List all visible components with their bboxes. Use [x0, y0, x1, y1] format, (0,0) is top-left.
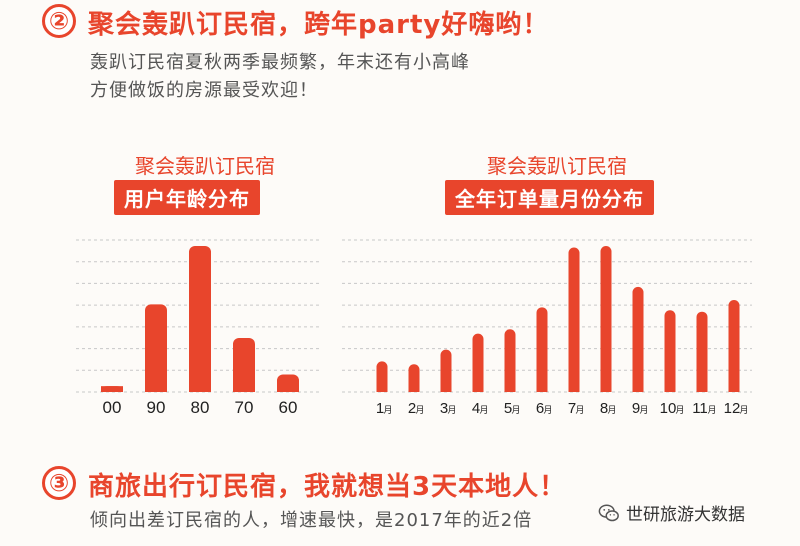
- bar: [728, 300, 740, 392]
- section-number-badge: ②: [42, 4, 76, 38]
- bar-base: [664, 386, 676, 392]
- bar-base: [472, 386, 484, 392]
- bar: [664, 310, 676, 392]
- bar-base: [536, 386, 548, 392]
- tick-label: 10: [660, 400, 677, 417]
- bar-base: [376, 386, 388, 392]
- bar: [600, 246, 612, 392]
- tick-unit-label: 月: [383, 405, 392, 416]
- bar-base: [145, 386, 167, 392]
- tick-unit-label: 月: [543, 405, 552, 416]
- bar-base: [189, 386, 211, 392]
- bar: [376, 361, 388, 392]
- bar-base: [277, 386, 299, 392]
- bar: [568, 247, 580, 392]
- section-description: 轰趴订民宿夏秋两季最频繁，年末还有小高峰: [90, 52, 470, 73]
- bar-base: [440, 386, 452, 392]
- section-title: 聚会轰趴订民宿，跨年party好嗨哟！: [88, 10, 550, 40]
- tick-unit-label: 月: [447, 405, 456, 416]
- tick-label: 2: [408, 400, 416, 417]
- chart-subtitle: 聚会轰趴订民宿: [487, 154, 627, 178]
- tick-unit-label: 月: [575, 405, 584, 416]
- bar: [145, 304, 167, 392]
- bar: [536, 307, 548, 392]
- bar: [504, 329, 516, 392]
- tick-unit-label: 月: [479, 405, 488, 416]
- tick-label: 7: [568, 400, 576, 417]
- tick-label: 9: [632, 400, 640, 417]
- tick-label: 70: [235, 398, 254, 417]
- bar: [696, 311, 708, 392]
- tick-unit-label: 月: [739, 405, 748, 416]
- bar-base: [504, 386, 516, 392]
- tick-label: 6: [536, 400, 544, 417]
- section-number-badge: ③: [42, 466, 76, 500]
- tick-unit-label: 月: [607, 405, 616, 416]
- tick-label: 60: [279, 398, 298, 417]
- tick-label: 4: [472, 400, 480, 417]
- tick-label: 3: [440, 400, 448, 417]
- tick-unit-label: 月: [707, 405, 716, 416]
- tick-label: 00: [103, 398, 122, 417]
- bar-base: [101, 386, 123, 392]
- tick-unit-label: 月: [639, 405, 648, 416]
- section-description: 倾向出差订民宿的人，增速最快，是2017年的近2倍: [90, 510, 533, 531]
- bar: [233, 337, 255, 392]
- tick-label: 12: [724, 400, 741, 417]
- bar-base: [632, 386, 644, 392]
- tick-label: 1: [376, 400, 384, 417]
- tick-label: 8: [600, 400, 608, 417]
- chart-title: 全年订单量月份分布: [445, 180, 654, 215]
- bar: [440, 349, 452, 392]
- bar-base: [696, 386, 708, 392]
- tick-unit-label: 月: [675, 405, 684, 416]
- tick-label: 90: [147, 398, 166, 417]
- chart-title: 用户年龄分布: [114, 180, 260, 215]
- bar-base: [600, 386, 612, 392]
- chart-subtitle: 聚会轰趴订民宿: [135, 154, 275, 178]
- bar-base: [728, 386, 740, 392]
- tick-label: 11: [692, 400, 708, 417]
- tick-label: 5: [504, 400, 512, 417]
- bar: [472, 333, 484, 392]
- bar: [189, 246, 211, 392]
- bar: [632, 286, 644, 392]
- bar-base: [408, 386, 420, 392]
- bar: [408, 364, 420, 392]
- section-description: 方便做饭的房源最受欢迎！: [90, 80, 318, 101]
- tick-unit-label: 月: [415, 405, 424, 416]
- tick-unit-label: 月: [511, 405, 520, 416]
- wechat-icon: [598, 503, 619, 521]
- watermark-text: 世研旅游大数据: [626, 505, 745, 525]
- section-title: 商旅出行订民宿，我就想当3天本地人！: [88, 472, 567, 502]
- watermark: 世研旅游大数据: [598, 500, 745, 525]
- tick-label: 80: [191, 398, 210, 417]
- bar-base: [568, 386, 580, 392]
- bar-base: [233, 386, 255, 392]
